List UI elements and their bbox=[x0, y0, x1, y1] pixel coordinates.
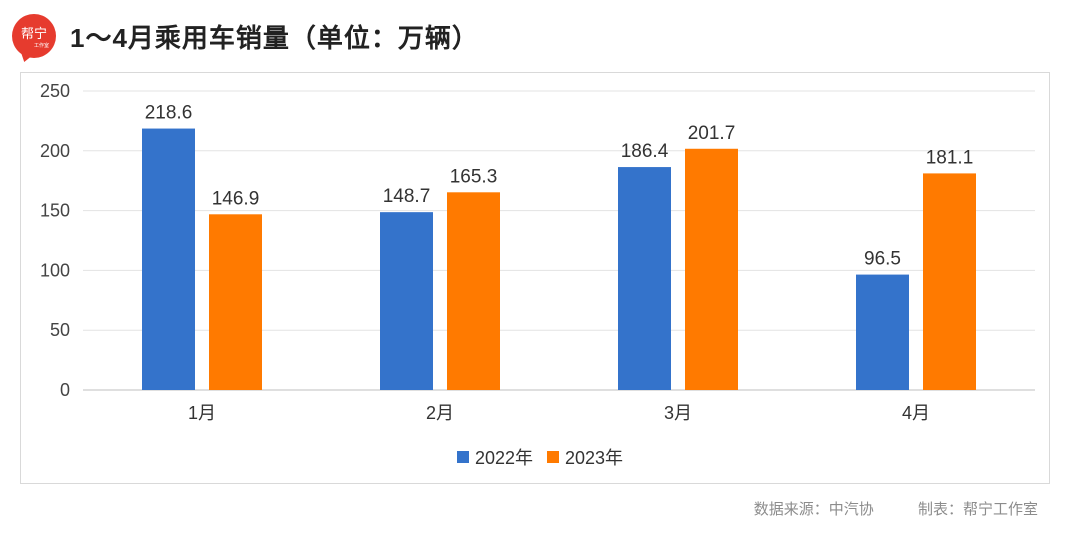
data-label-2022-2: 148.7 bbox=[383, 186, 431, 207]
bar-2022-3 bbox=[618, 167, 671, 390]
legend-item-2023: 2023年 bbox=[547, 444, 623, 470]
legend-swatch-2022 bbox=[456, 451, 469, 463]
bar-2022-4 bbox=[856, 274, 909, 390]
bar-2023-4 bbox=[923, 173, 976, 390]
chart-legend: 2022年 2023年 bbox=[0, 444, 1080, 470]
data-label-2023-4: 181.1 bbox=[926, 147, 974, 168]
bar-2023-1 bbox=[209, 214, 262, 390]
y-tick-label-200: 200 bbox=[40, 141, 70, 161]
brand-logo: 帮宁 工作室 bbox=[12, 14, 56, 65]
table-maker: 制表：帮宁工作室 bbox=[917, 501, 1038, 518]
data-label-2023-2: 165.3 bbox=[450, 166, 498, 187]
logo-text: 帮宁 bbox=[20, 26, 47, 42]
footer: 数据来源：中汽协 制表：帮宁工作室 bbox=[754, 498, 1038, 519]
y-tick-label-150: 150 bbox=[40, 201, 70, 221]
logo-mini-text: 工作室 bbox=[33, 43, 49, 49]
x-tick-label-4: 4月 bbox=[902, 403, 930, 423]
data-label-2022-1: 218.6 bbox=[145, 103, 193, 124]
data-label-2023-1: 146.9 bbox=[212, 188, 260, 209]
bar-2022-2 bbox=[380, 212, 433, 390]
y-tick-label-100: 100 bbox=[40, 260, 70, 280]
data-source: 数据来源：中汽协 bbox=[753, 501, 874, 518]
bar-2022-1 bbox=[142, 128, 195, 391]
page-title: 1～4月乘用车销量（单位：万辆） bbox=[70, 23, 479, 53]
y-tick-label-250: 250 bbox=[40, 81, 70, 101]
legend-label-2022: 2022年 bbox=[474, 448, 533, 468]
bar-2023-3 bbox=[685, 148, 738, 390]
chart-frame bbox=[20, 72, 1050, 484]
data-label-2022-3: 186.4 bbox=[621, 141, 669, 162]
y-tick-label-0: 0 bbox=[60, 380, 70, 400]
bar-2023-2 bbox=[447, 192, 500, 390]
legend-item-2022: 2022年 bbox=[456, 444, 533, 470]
data-label-2023-3: 201.7 bbox=[688, 123, 736, 144]
legend-label-2023: 2023年 bbox=[565, 448, 624, 468]
x-tick-label-2: 2月 bbox=[426, 403, 454, 423]
x-tick-label-3: 3月 bbox=[664, 403, 692, 423]
y-tick-label-50: 50 bbox=[50, 320, 70, 340]
x-tick-label-1: 1月 bbox=[188, 403, 216, 423]
legend-swatch-2023 bbox=[547, 451, 559, 463]
data-label-2022-4: 96.5 bbox=[864, 249, 901, 270]
